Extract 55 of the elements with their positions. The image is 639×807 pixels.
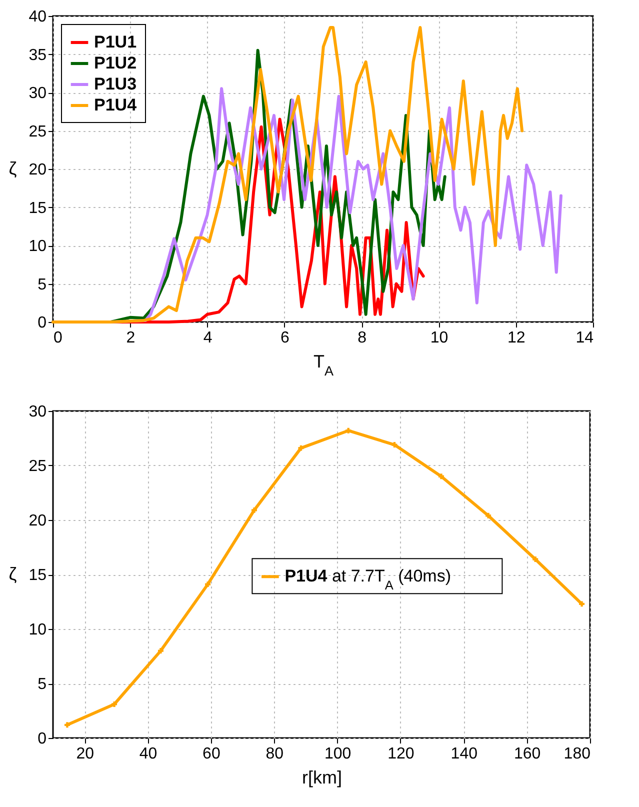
y-tick-label: 35 <box>28 46 47 64</box>
point <box>346 428 352 434</box>
y-tick-label: 20 <box>28 162 47 178</box>
x-tick-label: 12 <box>507 330 526 346</box>
y-tick-label: 15 <box>28 567 47 584</box>
y-tick-label: 5 <box>38 276 47 294</box>
x-tick-label: 180 <box>564 746 591 762</box>
y-tick-label: 0 <box>38 730 47 748</box>
legend-label: P1U4 <box>94 96 138 114</box>
point <box>579 601 585 607</box>
x-tick-label: 14 <box>576 330 594 346</box>
x-tick-label: 0 <box>54 330 62 346</box>
x-tick-label: 160 <box>514 746 541 762</box>
legend-label: P1U3 <box>94 74 137 94</box>
x-tick-label: 140 <box>450 746 478 762</box>
y-tick-label: 30 <box>28 85 47 102</box>
y-tick-label: 15 <box>28 200 47 217</box>
x-tick-label: 2 <box>126 330 136 346</box>
point <box>298 445 304 451</box>
y-axis-title: ζ <box>8 564 17 584</box>
x-tick-label: 4 <box>203 330 212 346</box>
x-tick-label: 10 <box>430 330 448 346</box>
legend-label: P1U2 <box>94 54 137 72</box>
x-tick-label: 80 <box>266 746 284 762</box>
x-tick-label: 6 <box>280 330 290 346</box>
point <box>251 507 257 513</box>
x-tick-label: 60 <box>202 746 220 762</box>
y-tick-label: 25 <box>28 458 47 475</box>
y-tick-label: 0 <box>38 314 47 332</box>
y-tick-label: 10 <box>28 622 47 638</box>
legend-label: P1U1 <box>94 32 137 52</box>
line-series <box>52 26 524 324</box>
x-tick-label: 20 <box>76 746 94 762</box>
y-axis-title: ζ <box>8 158 17 178</box>
x-tick-label: 8 <box>358 330 367 346</box>
point <box>438 474 444 480</box>
y-tick-label: 25 <box>28 123 47 140</box>
y-tick-label: 40 <box>28 8 47 26</box>
point <box>64 722 70 728</box>
y-tick-label: 10 <box>28 238 47 255</box>
point <box>392 442 398 448</box>
point <box>486 512 492 518</box>
point <box>112 701 118 707</box>
y-tick-label: 30 <box>28 404 47 420</box>
point <box>158 648 164 654</box>
x-tick-label: 120 <box>388 746 414 762</box>
y-tick-label: 20 <box>28 512 47 530</box>
point <box>205 582 211 588</box>
legend-label: P1U4 at 7.7T$_{A}$ (40ms) <box>284 566 452 592</box>
x-axis-title: T$_{A}$ <box>313 352 334 378</box>
x-axis-title: r[km] <box>302 768 342 788</box>
point <box>532 556 538 562</box>
x-tick-label: 100 <box>324 746 352 762</box>
y-tick-label: 5 <box>38 676 47 693</box>
x-tick-label: 40 <box>139 746 158 762</box>
